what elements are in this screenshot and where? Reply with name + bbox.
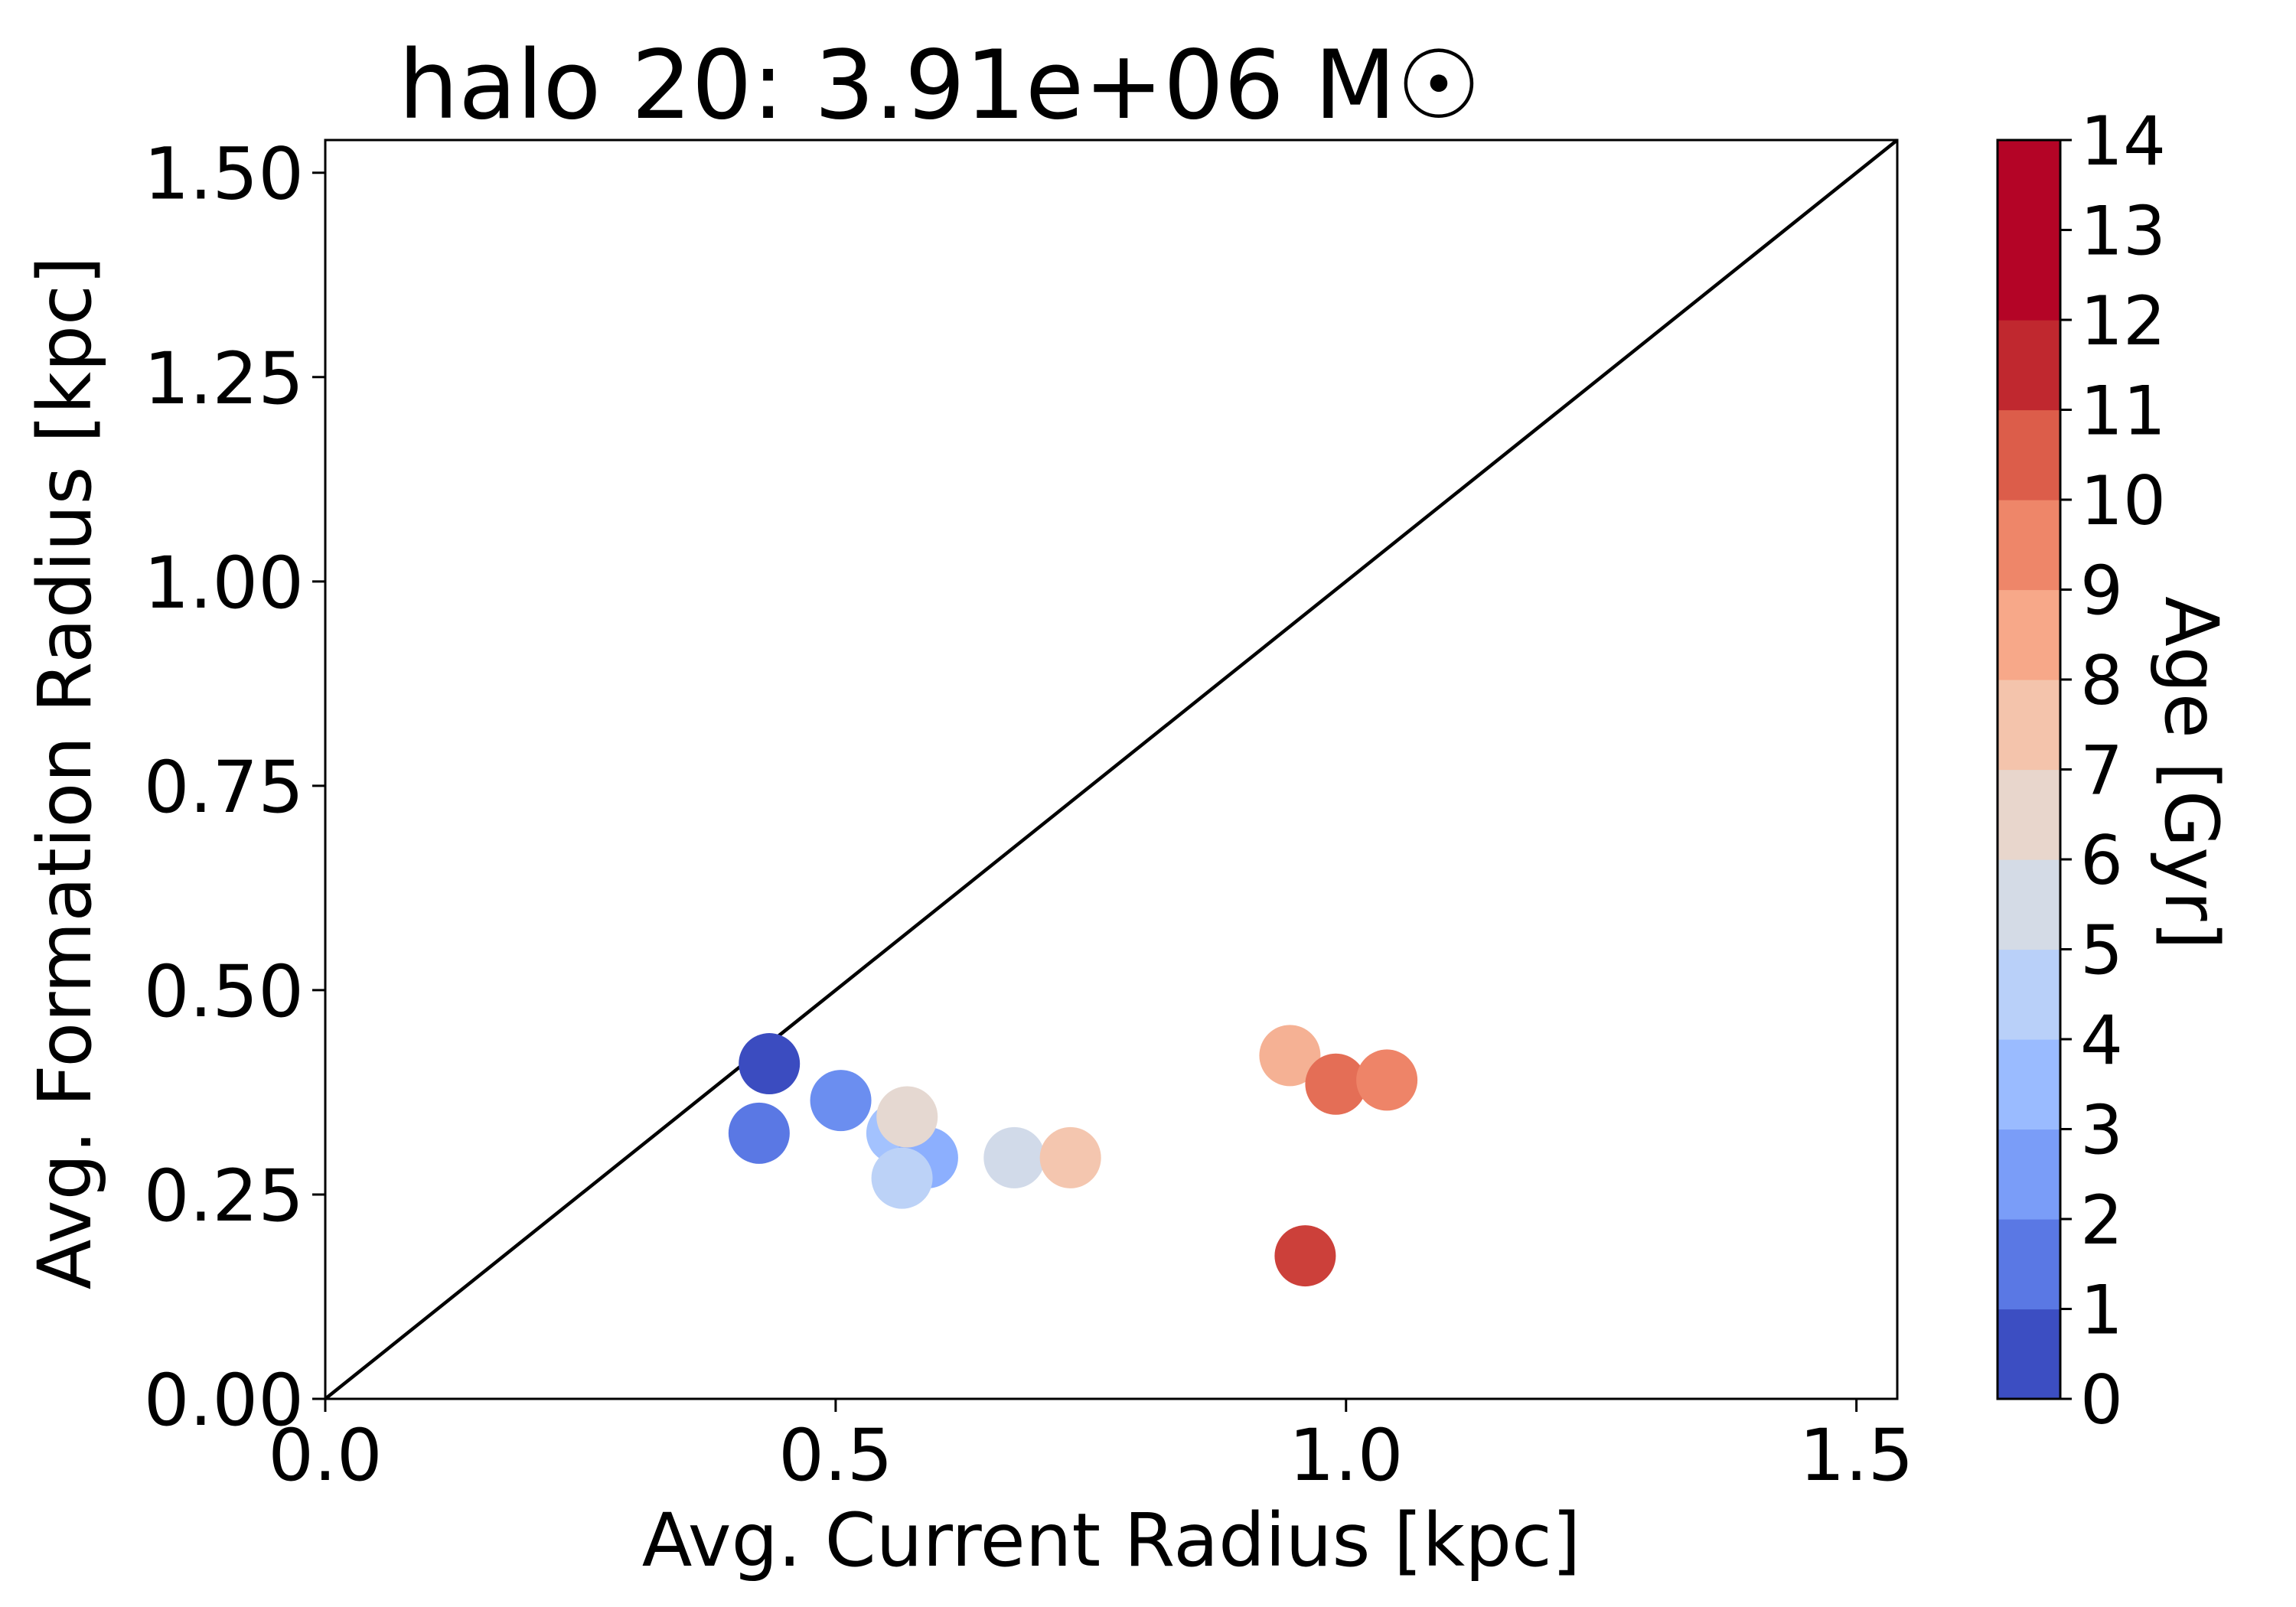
y-tick-label: 1.00 — [144, 542, 304, 625]
colorbar-band — [1998, 589, 2060, 680]
x-tick-label: 1.0 — [1289, 1414, 1404, 1498]
colorbar-tick-label: 8 — [2080, 641, 2123, 720]
y-tick-label: 1.50 — [144, 133, 304, 217]
data-point — [1356, 1049, 1418, 1111]
colorbar-band — [1998, 230, 2060, 321]
colorbar-band — [1998, 1309, 2060, 1400]
data-point — [876, 1086, 938, 1148]
colorbar-tick-label: 4 — [2080, 1001, 2123, 1080]
colorbar-tick-label: 9 — [2080, 552, 2123, 631]
colorbar-tick-label: 7 — [2080, 732, 2123, 810]
y-axis: 0.00 0.25 0.50 0.75 1.00 1.25 1.50 — [144, 133, 325, 1442]
x-tick-label: 0.5 — [778, 1414, 893, 1498]
data-point — [739, 1033, 801, 1095]
colorbar-band — [1998, 949, 2060, 1040]
x-axis-label: Avg. Current Radius [kpc] — [642, 1498, 1581, 1583]
colorbar-tick-label: 2 — [2080, 1181, 2123, 1260]
colorbar-band — [1998, 680, 2060, 771]
data-point — [810, 1070, 872, 1132]
colorbar-tick-label: 13 — [2080, 192, 2166, 271]
data-point — [983, 1126, 1045, 1188]
y-axis-label: Avg. Formation Radius [kpc] — [22, 256, 108, 1290]
colorbar-tick-label: 12 — [2080, 282, 2166, 360]
colorbar-tick-label: 3 — [2080, 1091, 2123, 1170]
data-point — [1274, 1225, 1336, 1287]
x-tick-label: 0.0 — [268, 1414, 383, 1498]
colorbar-band — [1998, 769, 2060, 860]
y-tick-label: 0.25 — [144, 1155, 304, 1238]
colorbar-tick-label: 14 — [2080, 102, 2166, 181]
colorbar-band — [1998, 1129, 2060, 1220]
colorbar-tick-label: 6 — [2080, 821, 2123, 900]
data-points — [728, 1025, 1418, 1287]
y-tick-label: 0.00 — [144, 1359, 304, 1442]
data-point — [1305, 1053, 1367, 1115]
y-tick-label: 1.25 — [144, 337, 304, 421]
data-point — [728, 1102, 790, 1164]
y-tick-label: 0.75 — [144, 746, 304, 830]
colorbar-tick-label: 0 — [2080, 1361, 2123, 1439]
colorbar-band — [1998, 1219, 2060, 1310]
colorbar-band — [1998, 859, 2060, 950]
colorbar-tick-label: 1 — [2080, 1271, 2123, 1350]
colorbar-band — [1998, 409, 2060, 500]
colorbar-band — [1998, 320, 2060, 411]
colorbar-label: Age [Gyr] — [2148, 596, 2234, 950]
colorbar-band — [1998, 1039, 2060, 1130]
colorbar-tick-label: 5 — [2080, 911, 2123, 990]
plot-area-frame — [324, 139, 1899, 1400]
colorbar-band — [1998, 140, 2060, 231]
colorbar-tick-label: 10 — [2080, 461, 2166, 540]
data-point — [1259, 1025, 1321, 1087]
data-point — [1039, 1126, 1101, 1188]
data-point — [871, 1147, 933, 1209]
colorbar-tick-label: 11 — [2080, 372, 2166, 451]
x-tick-label: 1.5 — [1799, 1414, 1914, 1498]
x-axis: 0.0 0.5 1.0 1.5 — [268, 1399, 1913, 1498]
chart-title: halo 20: 3.91e+06 M☉ — [399, 31, 1482, 141]
identity-line — [324, 139, 1899, 1400]
y-tick-label: 0.50 — [144, 950, 304, 1034]
colorbar-band — [1998, 500, 2060, 591]
